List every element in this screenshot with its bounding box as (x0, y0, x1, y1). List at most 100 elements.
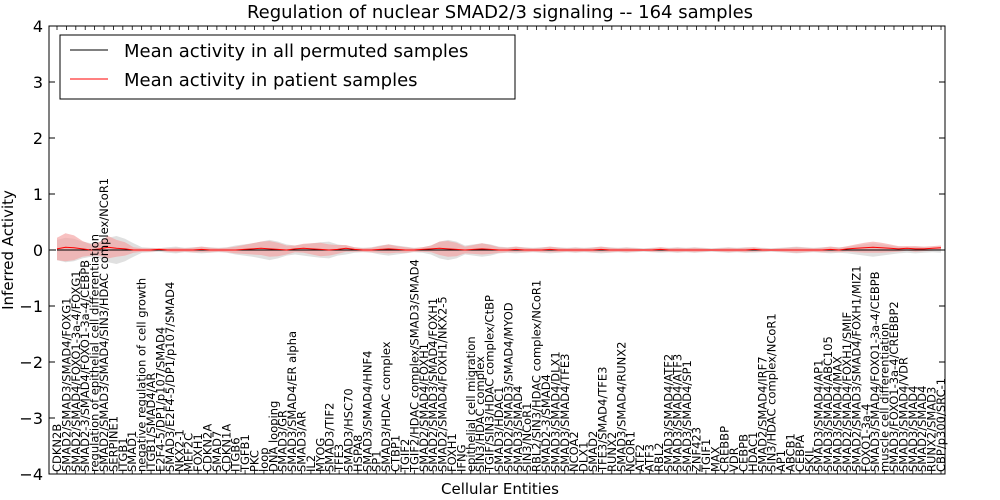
x-axis-label: Cellular Entities (441, 480, 559, 498)
category-label: SMAD3/SMAD4/MAX (831, 356, 845, 472)
category-label: SMAD3/SMAD4/ABC105 (821, 336, 835, 472)
category-label: NCOA2 (567, 431, 581, 472)
category-label: SKIL (802, 447, 816, 472)
category-label: SMAD2/SMAD3/SMAD4/FOXH1 (426, 298, 440, 472)
category-label: SMAD3/AR (295, 411, 309, 472)
category-label: SIN3/NCoR1 (520, 403, 534, 472)
category-label: ATF3 (643, 444, 657, 472)
y-tick-label: 0 (33, 241, 43, 260)
y-axis: −4 −3 −2 −1 0 1 2 3 4 (19, 17, 945, 484)
category-label: E2F4-5/DP1/p107/SMAD4 (153, 327, 167, 472)
y-tick-label: −2 (19, 353, 43, 372)
category-label: FOXH1 (445, 433, 459, 472)
category-label: SMAD3/SMAD4/HNF4 (360, 351, 374, 472)
category-label: ITGB1 (116, 437, 130, 472)
category-label: TFE3 (332, 444, 346, 473)
category-label: loop (257, 447, 271, 472)
category-label: RBL2/SIN3/HDAC complex/NCoR1 (530, 280, 544, 472)
category-label: DNA looping (266, 401, 280, 472)
y-tick-label: 4 (33, 17, 43, 36)
category-label: HDAC1 (746, 432, 760, 472)
x-axis-ticks (56, 26, 942, 474)
category-label: SMAD3/SMAD4/DLX1 (548, 351, 562, 472)
patient-mean-line (56, 246, 942, 251)
category-label: TGIF2 (398, 439, 412, 473)
line-layer (56, 246, 942, 251)
patient-spread-band (57, 233, 941, 262)
category-label: TGIF2/HDAC complex/SMAD3/SMAD4 (407, 259, 421, 473)
category-label: RBL2 (652, 442, 666, 472)
y-tick-label: −4 (19, 465, 43, 484)
category-label: IFNG (454, 444, 468, 472)
category-label: SMAD1 (125, 431, 139, 472)
category-label: TGFB1 (238, 434, 252, 473)
category-label: epithelial cell migration (464, 336, 478, 472)
category-label: SMAD3/SMAD4/ATF2 (661, 354, 675, 472)
category-label: SMAD3/HSC70 (342, 388, 356, 472)
category-label: SMAD2/SMAD4 (915, 386, 929, 472)
category-label: NKX2-1 (172, 429, 186, 472)
category-label: SMAD2/SMAD3/SMAD4/FOXH1/MIZ1 (849, 265, 863, 472)
legend: Mean activity in all permuted samples Me… (59, 34, 516, 100)
category-label: ITGB1/SMAD4/AR (144, 373, 158, 472)
category-label: SMAD2/SMAD4/FOXO1-3a-4/FOXG1 (69, 270, 83, 472)
category-label: DLX1 (577, 442, 591, 472)
category-label: SMAD2/SMAD4/FOXH1/SMIF (840, 312, 854, 472)
category-label: ABCB1 (784, 433, 798, 472)
category-label: SMAD3/SMAD4/VDR (896, 357, 910, 472)
category-label: SMAD2/SMAD4/IRF7 (755, 356, 769, 472)
y-tick-label: −1 (19, 297, 43, 316)
y-axis-label: Inferred Activity (0, 190, 17, 310)
legend-label-patient: Mean activity in patient samples (124, 70, 418, 91)
category-label: SMAD7 (210, 431, 224, 472)
category-label: muscle cell differentiation (878, 323, 892, 472)
category-label: TGIF/SIN3/HDAC complex/CtBP (483, 295, 497, 473)
category-label: MEF2C (182, 433, 196, 472)
category-label: RUNX2/SMAD3 (925, 387, 939, 472)
category-label: CEBPB (737, 434, 751, 472)
category-label: SMAD3/E2F4-5/DP1/p107/SMAD4 (163, 282, 177, 472)
category-label: SMAD3/TIF2 (323, 403, 337, 472)
category-label: SMAD3/SMAD4/RUNX2 (614, 342, 628, 472)
category-label: negative regulation of cell growth (135, 278, 149, 472)
category-label: IL2 (304, 455, 318, 472)
category-label-layer: CDKN2BSMAD2/SMAD3/SMAD4/FOXG1SMAD2/SMAD4… (50, 178, 948, 473)
category-label: PKC (248, 450, 262, 472)
category-label: SMAD2 (586, 431, 600, 472)
category-label: CDKN1A (219, 424, 233, 472)
y-tick-label: 3 (33, 73, 43, 92)
category-label: SMAD3/HDAC1 (492, 387, 506, 472)
category-label: SMAD3/SMAD4/AP1 (812, 360, 826, 472)
category-label: SMAD2/SMAD4/FOXH1 (417, 343, 431, 472)
category-label: CREBBP (718, 426, 732, 472)
category-label: RUNX2 (605, 432, 619, 472)
category-label: FOXO1-3a-4 (859, 404, 873, 472)
category-label: VDR (727, 447, 741, 472)
category-label: CEBPA (793, 435, 807, 472)
chart-title: Regulation of nuclear SMAD2/3 signaling … (247, 2, 753, 23)
category-label: SMAD3/HDAC complex (379, 341, 393, 472)
category-label: regulation of epithelial cell differenti… (88, 234, 102, 472)
legend-frame (59, 34, 516, 100)
category-label: SERPINE1 (106, 416, 120, 472)
category-label: SMAD3/SMAD4/TFE3 (558, 354, 572, 473)
category-label: SMAD2/SMAD3/SMAD4/FOXG1 (59, 298, 73, 472)
category-label: SP1 (370, 450, 384, 472)
category-label: FOXH1 (191, 433, 205, 472)
category-label: SMAD3/GR (276, 410, 290, 472)
category-label: SMAD3/SMAD4/ATF3 (671, 354, 685, 472)
category-label: CDKN2A (201, 424, 215, 472)
category-label: AP1 (774, 450, 788, 472)
category-label: MAX (708, 446, 722, 472)
category-label: SMAD3/FOXO1-3a-4/CREBBP2 (887, 301, 901, 472)
category-label: TFE3/SMAD4/TFE3 (595, 367, 609, 473)
category-label: SMAD2/SMAD3/SMAD4/MYOD (501, 302, 515, 472)
band-layer (57, 233, 941, 264)
y-tick-label: 1 (33, 185, 43, 204)
category-label: SMAD2/SMAD4/FOXH1/NKX2-5 (436, 296, 450, 472)
category-label: SMAD3/SMAD4/FOXO1-3a-4/CEBPB (868, 271, 882, 472)
category-label: CBP/p300/SRC-1 (934, 378, 948, 472)
category-label: SMAD3/SMAD4/SP1 (680, 360, 694, 472)
category-label: SIN3/HDAC complex (473, 356, 487, 472)
